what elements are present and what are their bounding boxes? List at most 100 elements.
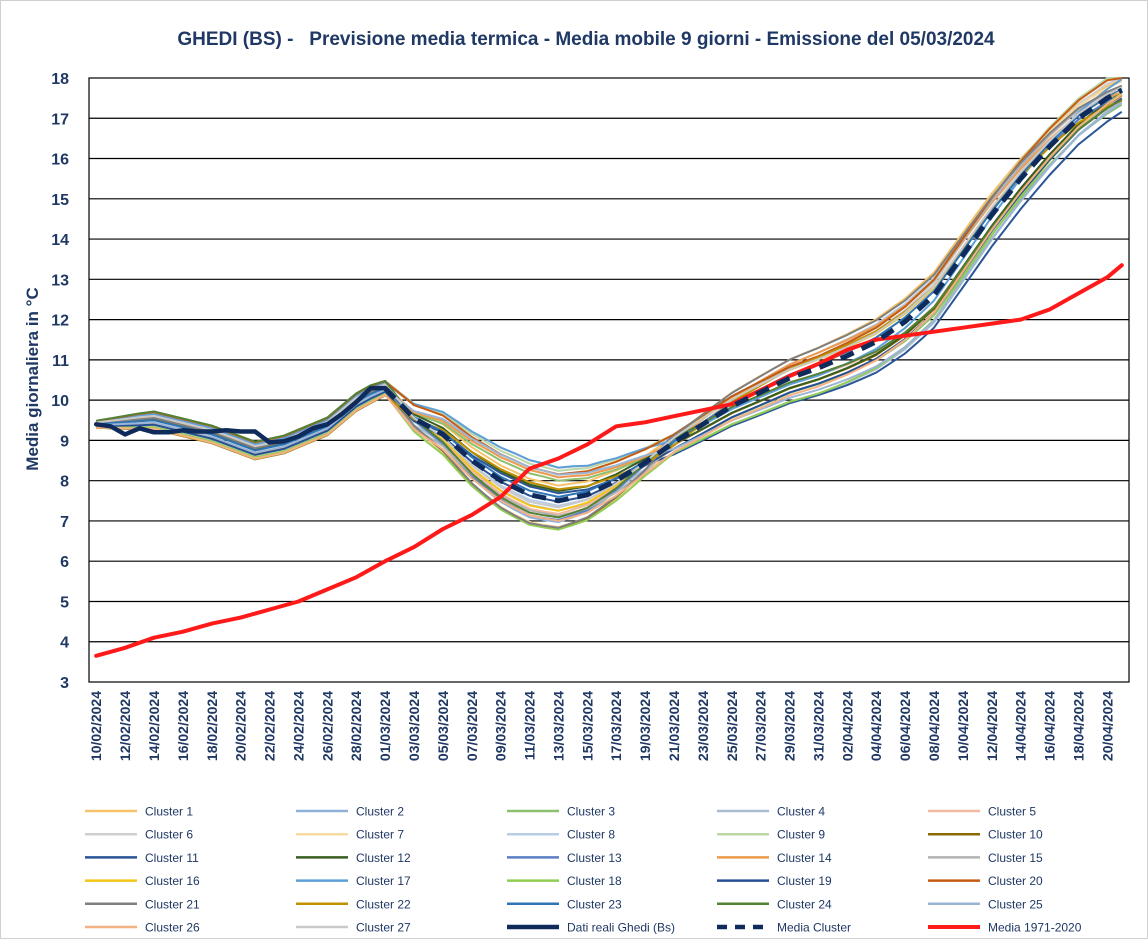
legend-entry: Cluster 9 [717,828,825,842]
legend-entry: Dati reali Ghedi (Bs) [507,921,675,935]
legend-label: Cluster 5 [988,805,1036,819]
legend-entry: Cluster 4 [717,805,825,819]
x-tick-label: 25/03/2024 [724,691,740,761]
legend-entry: Cluster 25 [928,897,1043,911]
y-tick-label: 18 [51,71,69,88]
legend-label: Cluster 19 [777,874,832,888]
legend-entry: Cluster 13 [507,851,622,865]
y-tick-label: 10 [51,393,69,410]
series-line-cluster-20 [96,77,1122,476]
series-line-cluster-3 [96,103,1123,482]
y-tick-label: 15 [51,192,69,209]
x-tick-label: 29/03/2024 [782,691,798,761]
legend-label: Cluster 20 [988,874,1043,888]
legend-entry: Cluster 10 [928,828,1043,842]
legend-label: Cluster 14 [777,851,832,865]
x-tick-label: 14/02/2024 [146,691,162,761]
legend-entry: Cluster 17 [296,874,411,888]
legend-entry: Cluster 27 [296,921,411,935]
legend-label: Media Cluster [777,921,851,935]
legend-entry: Cluster 24 [717,897,832,911]
y-tick-label: 5 [60,594,69,611]
y-tick-label: 14 [51,232,69,249]
x-tick-label: 12/02/2024 [117,691,133,761]
legend-entry: Cluster 2 [296,805,404,819]
y-tick-label: 3 [60,675,69,692]
legend-entry: Cluster 23 [507,897,622,911]
x-tick-label: 26/02/2024 [319,691,335,761]
legend-label: Dati reali Ghedi (Bs) [567,921,675,935]
legend-entry: Cluster 26 [85,921,200,935]
series-line-cluster-1 [96,78,1123,487]
legend-label: Cluster 9 [777,828,825,842]
x-tick-label: 20/02/2024 [233,691,249,761]
x-tick-label: 08/04/2024 [926,691,942,761]
legend-label: Cluster 11 [145,851,199,865]
legend-entry: Media 1971-2020 [928,921,1082,935]
legend-label: Cluster 6 [145,828,193,842]
legend-label: Cluster 10 [988,828,1043,842]
legend-entry: Cluster 6 [85,828,193,842]
series-line-cluster-26 [96,93,1123,522]
legend-entry: Media Cluster [717,921,851,935]
series-line-dati-reali [93,385,388,445]
x-tick-label: 05/03/2024 [435,691,451,761]
x-tick-label: 07/03/2024 [464,691,480,761]
series-line-cluster-27 [96,86,1123,509]
legend-label: Cluster 16 [145,874,200,888]
legend-label: Cluster 7 [356,828,404,842]
x-tick-label: 24/02/2024 [290,691,306,761]
y-tick-label: 17 [51,111,69,128]
series-line-cluster-14 [96,91,1123,479]
x-tick-label: 23/03/2024 [695,691,711,761]
x-tick-label: 16/04/2024 [1042,691,1058,761]
legend-entry: Cluster 7 [296,828,404,842]
x-tick-label: 22/02/2024 [262,691,278,761]
x-tick-label: 04/04/2024 [868,691,884,761]
chart-title: GHEDI (BS) - Previsione media termica - … [177,29,995,50]
legend-label: Cluster 23 [567,897,622,911]
y-tick-label: 12 [51,313,69,330]
x-tick-label: 18/04/2024 [1070,691,1086,761]
legend-label: Cluster 1 [145,805,193,819]
x-tick-label: 15/03/2024 [579,691,595,761]
x-tick-label: 16/02/2024 [175,691,191,761]
x-tick-label: 01/03/2024 [377,691,393,761]
gridlines [88,77,1130,683]
legend-label: Cluster 12 [356,851,411,865]
series-line-media-cluster [383,87,1124,504]
x-tick-label: 06/04/2024 [897,691,913,761]
x-tick-label: 09/03/2024 [493,691,509,761]
legend-entry: Cluster 1 [85,805,193,819]
x-tick-label: 19/03/2024 [637,691,653,761]
y-tick-label: 6 [60,554,69,571]
legend-label: Cluster 21 [145,897,200,911]
x-tick-label: 27/03/2024 [753,691,769,761]
legend-entry: Cluster 12 [296,851,411,865]
x-tick-label: 28/02/2024 [348,691,364,761]
legend: Cluster 1 Cluster 2 Cluster 3 Cluster 4 Clus… [85,805,1082,935]
legend-entry: Cluster 20 [928,874,1043,888]
y-tick-label: 8 [60,474,69,491]
series-line-cluster-18 [96,92,1123,531]
y-axis-label: Media giornaliera in °C [23,287,42,470]
y-tick-label: 9 [60,433,69,450]
y-tick-label: 13 [51,272,69,289]
legend-label: Cluster 4 [777,805,825,819]
x-tick-label: 02/04/2024 [839,691,855,761]
legend-label: Cluster 24 [777,897,832,911]
legend-entry: Cluster 14 [717,851,832,865]
x-tick-label: 21/03/2024 [666,691,682,761]
legend-entry: Cluster 19 [717,874,832,888]
y-tick-labels: 3 4 5 6 7 8 9 10 11 12 13 14 15 16 17 18 [51,71,69,692]
x-tick-labels: 10/02/2024 12/02/2024 14/02/2024 16/02/2024… [88,691,1115,761]
legend-label: Cluster 26 [145,921,200,935]
legend-label: Cluster 22 [356,897,411,911]
x-tick-label: 13/03/2024 [550,691,566,761]
y-tick-label: 4 [60,635,69,652]
legend-entry: Cluster 5 [928,805,1036,819]
x-tick-label: 31/03/2024 [810,691,826,761]
legend-label: Cluster 13 [567,851,622,865]
